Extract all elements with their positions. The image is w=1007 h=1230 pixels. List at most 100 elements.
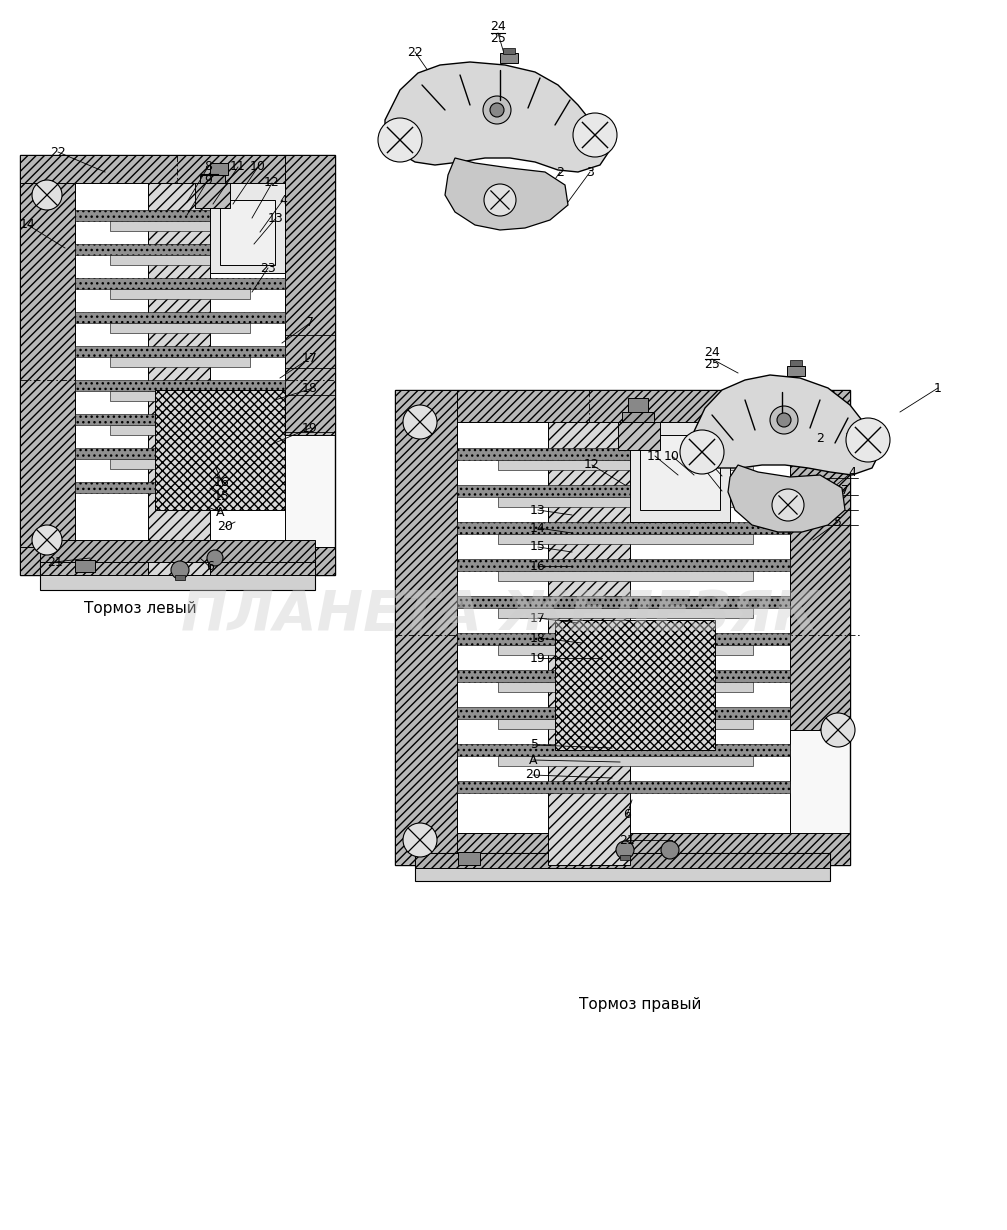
Bar [457,633,790,645]
Text: 5: 5 [834,515,842,529]
Circle shape [772,490,804,522]
Text: ПЛАНЕТА ЖЕЛЕЗЯК: ПЛАНЕТА ЖЕЛЕЗЯК [181,588,819,642]
Bar [457,670,790,681]
Bar [395,390,850,865]
Bar [75,415,285,426]
Circle shape [32,525,62,555]
Text: 10: 10 [250,160,266,173]
Text: 10: 10 [664,449,680,462]
Text: A: A [529,754,538,766]
Circle shape [484,184,516,216]
Bar [110,289,250,299]
Bar [75,560,95,572]
Text: 4: 4 [279,193,287,207]
Bar [622,412,654,422]
Circle shape [846,418,890,462]
Text: 9: 9 [204,173,211,187]
Text: 16: 16 [530,560,546,572]
Text: 21: 21 [619,834,634,846]
Text: 8: 8 [204,160,212,173]
Bar [498,497,753,507]
Circle shape [32,180,62,210]
Bar [110,221,250,231]
Text: 22: 22 [407,46,423,59]
Circle shape [378,118,422,162]
Bar [285,155,335,435]
Text: 12: 12 [264,176,280,189]
Text: 2: 2 [816,432,824,444]
Bar [498,571,753,581]
Bar [110,459,250,469]
Bar [75,380,285,391]
Text: A: A [215,506,225,519]
Bar [504,48,515,54]
Text: 18: 18 [530,631,546,645]
Text: 15: 15 [214,491,230,503]
Bar [618,422,660,450]
Circle shape [403,823,437,857]
Bar [75,482,285,493]
Bar [395,833,850,865]
Text: 14: 14 [530,522,546,535]
Circle shape [777,413,792,427]
Text: 1: 1 [934,381,942,395]
Text: 19: 19 [530,652,546,664]
Circle shape [616,841,634,859]
Circle shape [483,96,511,124]
Bar [75,278,285,289]
Text: 23: 23 [260,262,276,274]
Polygon shape [385,62,610,172]
Text: 3: 3 [844,432,852,444]
Bar [75,312,285,323]
Bar [40,540,315,562]
Bar [787,367,805,376]
Circle shape [207,550,223,566]
Bar [20,155,335,574]
Text: 9: 9 [702,465,710,477]
Bar [640,435,720,510]
Bar [457,448,790,460]
Bar [40,560,315,590]
Bar [458,852,480,865]
Text: 6: 6 [836,498,844,512]
Bar [110,426,250,435]
Circle shape [821,405,855,439]
Text: 25: 25 [490,32,506,46]
Bar [415,852,830,881]
Bar [457,781,790,793]
Bar [548,422,630,865]
Circle shape [680,430,724,474]
Text: 22: 22 [50,145,65,159]
Text: 6: 6 [623,808,631,822]
Text: 5: 5 [531,738,539,752]
Bar [630,422,730,522]
Text: 8: 8 [702,451,710,465]
Bar [498,720,753,729]
Circle shape [490,103,504,117]
Bar [40,560,315,574]
Text: 14: 14 [20,219,36,231]
Bar [220,200,275,264]
Text: 13: 13 [268,212,284,225]
Text: Тормоз левый: Тормоз левый [84,600,196,615]
Text: 24: 24 [704,347,720,359]
Bar [175,574,185,581]
Bar [20,155,75,574]
Bar [500,53,518,63]
Text: 7: 7 [306,316,314,330]
Text: 18: 18 [302,383,318,396]
Circle shape [171,561,189,579]
Text: 11: 11 [231,160,246,173]
Bar [75,244,285,255]
Text: 12: 12 [584,459,600,471]
Text: 24: 24 [490,21,506,33]
Text: 25: 25 [704,358,720,371]
Bar [110,391,250,401]
Bar [457,744,790,756]
Bar [457,485,790,497]
Text: 3: 3 [586,166,594,178]
Bar [155,390,285,510]
Bar [75,183,285,547]
Text: 20: 20 [525,769,541,781]
Bar [457,558,790,571]
